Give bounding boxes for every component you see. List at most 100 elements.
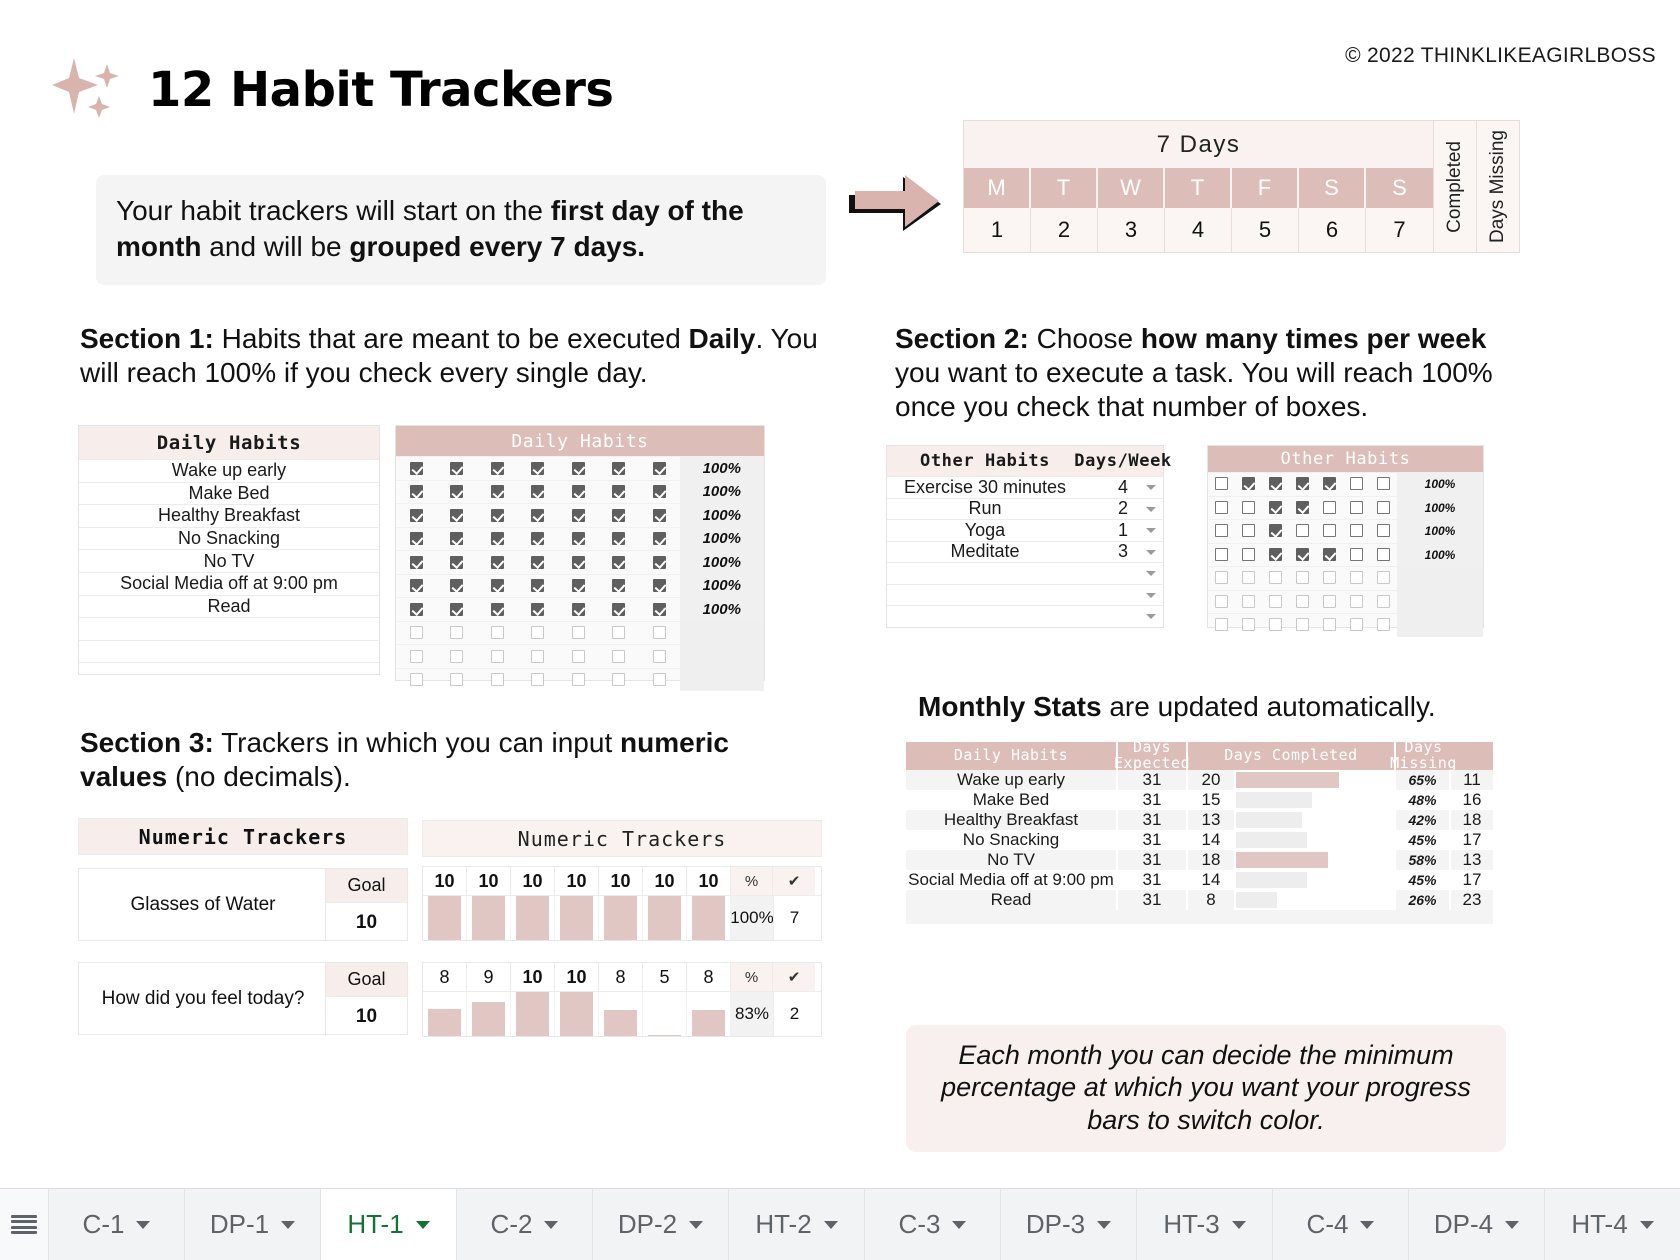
checkbox-checked-icon[interactable]	[1269, 477, 1282, 491]
habit-checkbox-cell[interactable]	[639, 551, 680, 574]
checkbox-unchecked-icon[interactable]	[1350, 547, 1363, 561]
sheet-tab-c-3[interactable]: C-3	[864, 1189, 1000, 1260]
habit-checkbox-cell[interactable]	[518, 528, 559, 551]
checkbox-unchecked-icon[interactable]	[1269, 571, 1282, 585]
checkbox-checked-icon[interactable]	[652, 555, 666, 569]
checkbox-unchecked-icon[interactable]	[1215, 500, 1228, 514]
checkbox-unchecked-icon[interactable]	[612, 649, 626, 663]
checkbox-unchecked-icon[interactable]	[1242, 547, 1255, 561]
habit-checkbox-cell[interactable]	[1343, 567, 1370, 589]
checkbox-checked-icon[interactable]	[409, 508, 423, 522]
chevron-down-icon[interactable]	[1146, 485, 1156, 491]
checkbox-checked-icon[interactable]	[409, 532, 423, 546]
chevron-down-icon[interactable]	[1146, 592, 1156, 598]
habit-checkbox-cell[interactable]	[396, 622, 437, 645]
checkbox-checked-icon[interactable]	[1242, 477, 1255, 491]
sheet-tab-ht-1[interactable]: HT-1	[320, 1189, 456, 1260]
checkbox-checked-icon[interactable]	[409, 602, 423, 616]
checkbox-unchecked-icon[interactable]	[1215, 571, 1228, 585]
habit-checkbox-cell[interactable]	[558, 551, 599, 574]
habit-checkbox-cell[interactable]	[639, 622, 680, 645]
checkbox-unchecked-icon[interactable]	[1350, 500, 1363, 514]
habit-checkbox-cell[interactable]	[437, 457, 478, 480]
habit-checkbox-cell[interactable]	[477, 645, 518, 668]
checkbox-unchecked-icon[interactable]	[571, 626, 585, 640]
habit-checkbox-cell[interactable]	[1316, 544, 1343, 566]
habit-checkbox-cell[interactable]	[1262, 567, 1289, 589]
habit-checkbox-cell[interactable]	[1316, 520, 1343, 542]
daily-habit-name-cell[interactable]: Social Media off at 9:00 pm	[79, 571, 379, 595]
checkbox-checked-icon[interactable]	[490, 579, 504, 593]
sheet-tab-dp-2[interactable]: DP-2	[592, 1189, 728, 1260]
habit-checkbox-cell[interactable]	[599, 598, 640, 621]
habit-checkbox-cell[interactable]	[1235, 544, 1262, 566]
habit-checkbox-cell[interactable]	[1262, 520, 1289, 542]
checkbox-unchecked-icon[interactable]	[1323, 524, 1336, 538]
days-per-week-dropdown[interactable]	[1083, 605, 1163, 627]
habit-checkbox-cell[interactable]	[599, 575, 640, 598]
habit-checkbox-cell[interactable]	[1343, 544, 1370, 566]
habit-checkbox-cell[interactable]	[1370, 544, 1397, 566]
checkbox-checked-icon[interactable]	[490, 555, 504, 569]
habit-checkbox-cell[interactable]	[396, 528, 437, 551]
checkbox-unchecked-icon[interactable]	[1323, 500, 1336, 514]
habit-checkbox-cell[interactable]	[518, 598, 559, 621]
sheet-tab-c-1[interactable]: C-1	[48, 1189, 184, 1260]
habit-checkbox-cell[interactable]	[437, 551, 478, 574]
checkbox-unchecked-icon[interactable]	[1350, 571, 1363, 585]
habit-checkbox-cell[interactable]	[1370, 473, 1397, 495]
habit-checkbox-cell[interactable]	[437, 528, 478, 551]
sheet-tab-c-4[interactable]: C-4	[1272, 1189, 1408, 1260]
chevron-down-icon[interactable]	[1097, 1220, 1112, 1229]
chevron-down-icon[interactable]	[544, 1220, 559, 1229]
checkbox-checked-icon[interactable]	[1269, 524, 1282, 538]
numeric-value-cell[interactable]: 10	[467, 867, 511, 895]
habit-checkbox-cell[interactable]	[1208, 497, 1235, 519]
checkbox-checked-icon[interactable]	[612, 532, 626, 546]
checkbox-unchecked-icon[interactable]	[652, 626, 666, 640]
habit-checkbox-cell[interactable]	[396, 575, 437, 598]
habit-checkbox-cell[interactable]	[477, 622, 518, 645]
other-habit-name-cell[interactable]: Meditate	[887, 540, 1083, 563]
checkbox-checked-icon[interactable]	[652, 579, 666, 593]
habit-checkbox-cell[interactable]	[1262, 614, 1289, 636]
checkbox-unchecked-icon[interactable]	[450, 626, 464, 640]
checkbox-checked-icon[interactable]	[652, 602, 666, 616]
checkbox-checked-icon[interactable]	[571, 532, 585, 546]
habit-checkbox-cell[interactable]	[396, 669, 437, 692]
checkbox-unchecked-icon[interactable]	[652, 673, 666, 687]
checkbox-checked-icon[interactable]	[1323, 477, 1336, 491]
habit-checkbox-cell[interactable]	[396, 457, 437, 480]
checkbox-unchecked-icon[interactable]	[1350, 477, 1363, 491]
chevron-down-icon[interactable]	[1146, 549, 1156, 555]
checkbox-unchecked-icon[interactable]	[1215, 594, 1228, 608]
checkbox-unchecked-icon[interactable]	[1215, 477, 1228, 491]
daily-habit-name-cell[interactable]: Read	[79, 594, 379, 618]
checkbox-unchecked-icon[interactable]	[450, 649, 464, 663]
numeric-value-cell[interactable]: 10	[555, 867, 599, 895]
checkbox-unchecked-icon[interactable]	[1377, 618, 1390, 632]
checkbox-unchecked-icon[interactable]	[1377, 477, 1390, 491]
habit-checkbox-cell[interactable]	[1316, 567, 1343, 589]
habit-checkbox-cell[interactable]	[599, 551, 640, 574]
habit-checkbox-cell[interactable]	[1235, 520, 1262, 542]
checkbox-checked-icon[interactable]	[571, 485, 585, 499]
checkbox-checked-icon[interactable]	[1323, 547, 1336, 561]
checkbox-checked-icon[interactable]	[612, 485, 626, 499]
numeric-value-cell[interactable]: 10	[643, 867, 687, 895]
daily-habit-name-cell[interactable]: Make Bed	[79, 481, 379, 505]
habit-checkbox-cell[interactable]	[477, 575, 518, 598]
habit-checkbox-cell[interactable]	[518, 551, 559, 574]
chevron-down-icon[interactable]	[1146, 528, 1156, 534]
habit-checkbox-cell[interactable]	[1208, 567, 1235, 589]
checkbox-unchecked-icon[interactable]	[652, 649, 666, 663]
habit-checkbox-cell[interactable]	[518, 481, 559, 504]
checkbox-checked-icon[interactable]	[652, 508, 666, 522]
habit-checkbox-cell[interactable]	[518, 504, 559, 527]
days-per-week-dropdown[interactable]: 4	[1083, 476, 1163, 498]
daily-habit-name-cell[interactable]	[79, 662, 379, 685]
sheet-tab-dp-3[interactable]: DP-3	[1000, 1189, 1136, 1260]
habit-checkbox-cell[interactable]	[1235, 614, 1262, 636]
habit-checkbox-cell[interactable]	[558, 528, 599, 551]
checkbox-unchecked-icon[interactable]	[571, 649, 585, 663]
